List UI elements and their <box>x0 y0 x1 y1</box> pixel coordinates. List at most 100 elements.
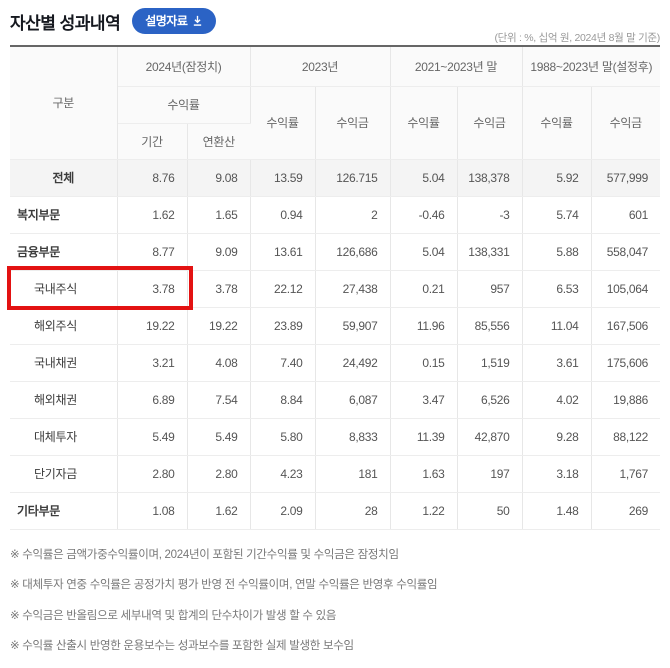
cell: 23.89 <box>250 307 316 345</box>
cell: 42,870 <box>457 418 523 456</box>
cell: 269 <box>591 492 661 530</box>
cell: 6,087 <box>315 381 391 419</box>
cell: 601 <box>591 196 661 234</box>
cell: 1,519 <box>457 344 523 382</box>
download-button-label: 설명자료 <box>145 14 188 28</box>
table-row-other: 기타부문 1.08 1.62 2.09 28 1.22 50 1.48 269 <box>10 492 661 530</box>
footnotes: ※ 수익률은 금액가중수익률이며, 2024년이 포함된 기간수익률 및 수익금… <box>10 546 660 668</box>
cell: 558,047 <box>591 233 661 271</box>
row-label: 국내채권 <box>10 344 118 382</box>
header-period: 기간 <box>117 123 188 160</box>
cell: 3.21 <box>117 344 188 382</box>
row-label: 해외채권 <box>10 381 118 419</box>
cell: 7.40 <box>250 344 316 382</box>
cell: 5.80 <box>250 418 316 456</box>
table-row-finance: 금융부문 8.77 9.09 13.61 126,686 5.04 138,33… <box>10 233 661 271</box>
cell: 126.715 <box>315 159 391 197</box>
cell: 1.65 <box>187 196 251 234</box>
header-1988-2023: 1988~2023년 말(설정후) <box>522 46 661 87</box>
header-2023-amount: 수익금 <box>315 86 391 160</box>
cell: 175,606 <box>591 344 661 382</box>
cell: 0.15 <box>390 344 458 382</box>
performance-table-wrap: 구분 2024년(잠정치) 2023년 2021~2023년 말 1988~20… <box>7 45 661 530</box>
cell: 1,767 <box>591 455 661 493</box>
cell: 8.77 <box>117 233 188 271</box>
footnote-line: ※ 대체투자 연중 수익률은 공정가치 평가 반영 전 수익률이며, 연말 수익… <box>10 579 438 591</box>
cell: 4.02 <box>522 381 592 419</box>
cell: 50 <box>457 492 523 530</box>
cell: 13.59 <box>250 159 316 197</box>
header-2024: 2024년(잠정치) <box>117 46 251 87</box>
cell: 24,492 <box>315 344 391 382</box>
cell: 3.78 <box>117 270 188 308</box>
cell: 105,064 <box>591 270 661 308</box>
cell: 27,438 <box>315 270 391 308</box>
cell: 4.23 <box>250 455 316 493</box>
cell: 9.28 <box>522 418 592 456</box>
unit-note: (단위 : %, 십억 원, 2024년 8월 말 기준) <box>494 32 660 44</box>
table-row-welfare: 복지부문 1.62 1.65 0.94 2 -0.46 -3 5.74 601 <box>10 196 661 234</box>
cell: -0.46 <box>390 196 458 234</box>
cell: 88,122 <box>591 418 661 456</box>
cell: 0.21 <box>390 270 458 308</box>
cell: 6.53 <box>522 270 592 308</box>
cell: 5.49 <box>187 418 251 456</box>
header-1988-rate: 수익률 <box>522 86 592 160</box>
cell: 1.08 <box>117 492 188 530</box>
cell: 0.94 <box>250 196 316 234</box>
cell: 5.92 <box>522 159 592 197</box>
header-annualized: 연환산 <box>187 123 251 160</box>
header-2021-2023: 2021~2023년 말 <box>390 46 523 87</box>
cell: 3.78 <box>187 270 251 308</box>
cell: 22.12 <box>250 270 316 308</box>
performance-table: 구분 2024년(잠정치) 2023년 2021~2023년 말 1988~20… <box>10 45 661 530</box>
cell: 11.96 <box>390 307 458 345</box>
cell: -3 <box>457 196 523 234</box>
cell: 2 <box>315 196 391 234</box>
row-label: 복지부문 <box>10 196 118 234</box>
row-label: 국내주식 <box>10 270 118 308</box>
cell: 5.74 <box>522 196 592 234</box>
table-row-global-equity: 해외주식 19.22 19.22 23.89 59,907 11.96 85,5… <box>10 307 661 345</box>
table-row-domestic-bond: 국내채권 3.21 4.08 7.40 24,492 0.15 1,519 3.… <box>10 344 661 382</box>
cell: 1.62 <box>187 492 251 530</box>
header-2123-rate: 수익률 <box>390 86 458 160</box>
row-label: 전체 <box>10 159 118 197</box>
header-gubun: 구분 <box>10 46 118 160</box>
cell: 7.54 <box>187 381 251 419</box>
cell: 2.09 <box>250 492 316 530</box>
cell: 2.80 <box>117 455 188 493</box>
cell: 167,506 <box>591 307 661 345</box>
footnote-line: ※ 수익률은 금액가중수익률이며, 2024년이 포함된 기간수익률 및 수익금… <box>10 548 399 561</box>
cell: 126,686 <box>315 233 391 271</box>
table-row-domestic-equity: 국내주식 3.78 3.78 22.12 27,438 0.21 957 6.5… <box>10 270 661 308</box>
cell: 11.04 <box>522 307 592 345</box>
cell: 138,331 <box>457 233 523 271</box>
table-row-short-term: 단기자금 2.80 2.80 4.23 181 1.63 197 3.18 1,… <box>10 455 661 493</box>
table-row-global-bond: 해외채권 6.89 7.54 8.84 6,087 3.47 6,526 4.0… <box>10 381 661 419</box>
row-label: 대체투자 <box>10 418 118 456</box>
cell: 957 <box>457 270 523 308</box>
cell: 138,378 <box>457 159 523 197</box>
cell: 19.22 <box>187 307 251 345</box>
row-label: 금융부문 <box>10 233 118 271</box>
cell: 4.08 <box>187 344 251 382</box>
cell: 9.09 <box>187 233 251 271</box>
cell: 19,886 <box>591 381 661 419</box>
download-icon <box>192 15 203 26</box>
explanation-material-download-button[interactable]: 설명자료 <box>132 8 217 34</box>
cell: 5.88 <box>522 233 592 271</box>
cell: 3.47 <box>390 381 458 419</box>
cell: 1.48 <box>522 492 592 530</box>
header-2024-rate: 수익률 <box>117 86 251 124</box>
cell: 13.61 <box>250 233 316 271</box>
row-label: 단기자금 <box>10 455 118 493</box>
cell: 8.76 <box>117 159 188 197</box>
cell: 9.08 <box>187 159 251 197</box>
cell: 6,526 <box>457 381 523 419</box>
cell: 577,999 <box>591 159 661 197</box>
cell: 1.62 <box>117 196 188 234</box>
cell: 28 <box>315 492 391 530</box>
table-row-total: 전체 8.76 9.08 13.59 126.715 5.04 138,378 … <box>10 159 661 197</box>
